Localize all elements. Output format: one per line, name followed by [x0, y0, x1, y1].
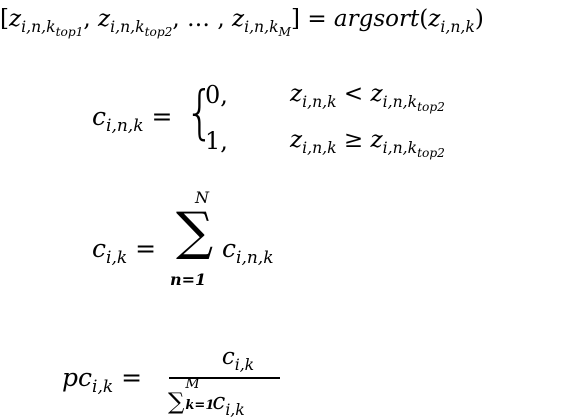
- c-symbol: c: [92, 234, 107, 263]
- argsort-function: argsort: [333, 6, 420, 32]
- summation-sign: ∑: [176, 202, 214, 262]
- equals-sign: =: [113, 363, 143, 392]
- greater-equal-sign: ≥: [336, 127, 371, 153]
- paren-close: ): [474, 6, 484, 32]
- sum-term: ci,n,k: [222, 234, 274, 267]
- z-symbol: z: [8, 6, 22, 32]
- fraction-bar: [169, 377, 280, 379]
- sum-upper-limit: M: [185, 376, 200, 392]
- subscript-index: i,n,k: [110, 16, 145, 36]
- subscript-index: i,k: [92, 377, 114, 398]
- case2-value: 1,: [205, 127, 228, 155]
- subscript: i,n,ktop2: [110, 16, 173, 39]
- subscript-index: i,k: [234, 354, 255, 374]
- c-symbol: c: [92, 102, 107, 131]
- summation-sign: ∑: [168, 389, 185, 415]
- subscript: i,n,kM: [244, 16, 292, 39]
- bracket-close: ]: [291, 6, 301, 32]
- subscript: i,n,ktop2: [382, 137, 445, 160]
- subscript-index: i,n,k: [382, 91, 418, 111]
- subscript-k-top1: top1: [55, 24, 84, 39]
- pc-symbol: pc: [62, 363, 93, 392]
- case1-condition: zi,n,k < zi,n,ktop2: [290, 81, 445, 113]
- z-symbol: z: [290, 81, 303, 107]
- subscript-index: i,n,k: [244, 16, 279, 36]
- case2-condition: zi,n,k ≥ zi,n,ktop2: [290, 127, 445, 159]
- z-symbol: z: [428, 6, 441, 32]
- subscript-index: i,n,k: [236, 248, 274, 269]
- subscript-index: i,n,k: [302, 91, 337, 111]
- bracket-open: [: [0, 6, 9, 32]
- case1-value: 0,: [205, 81, 228, 109]
- z-symbol: z: [290, 127, 303, 153]
- subscript-index: i,n,k: [382, 137, 418, 157]
- z-symbol: z: [98, 6, 111, 32]
- fraction-numerator: ci,k: [200, 344, 276, 373]
- c-symbol: c: [222, 234, 237, 263]
- equation-c-ik-lhs: ci,k =: [92, 234, 157, 267]
- subscript-k-top2: top2: [144, 24, 173, 39]
- subscript: i,n,ktop2: [382, 91, 445, 114]
- subscript-index: i,n,k: [440, 16, 475, 36]
- equals-sign: =: [143, 102, 173, 131]
- sum-lower-limit: n=1: [170, 270, 207, 289]
- z-symbol: z: [370, 127, 383, 153]
- equation-pc-lhs: pci,k =: [62, 363, 143, 396]
- subscript-k-M: M: [278, 24, 292, 39]
- subscript-index: i,k: [106, 248, 128, 269]
- sum-lower-limit: k=1: [185, 398, 215, 413]
- z-symbol: z: [231, 6, 245, 32]
- separator: ,: [83, 6, 98, 32]
- equals-sign: =: [300, 6, 334, 32]
- subscript-index: i,n,k: [302, 137, 337, 157]
- subscript-k-top2: top2: [417, 145, 445, 160]
- c-symbol: c: [212, 389, 226, 415]
- equation-c-ink-lhs: ci,n,k =: [92, 102, 173, 135]
- subscript-index: i,n,k: [106, 116, 144, 137]
- subscript-index: i,k: [225, 399, 245, 419]
- cases-brace: {: [185, 78, 215, 146]
- paren-open: (: [419, 6, 429, 32]
- c-symbol: c: [221, 344, 235, 370]
- ellipsis-separator: , … ,: [172, 6, 232, 32]
- less-than-sign: <: [336, 81, 371, 107]
- equation-argsort: [zi,n,ktop1, zi,n,ktop2, … , zi,n,kM] = …: [0, 6, 484, 38]
- z-symbol: z: [370, 81, 383, 107]
- equals-sign: =: [127, 234, 157, 263]
- subscript-k-top2: top2: [417, 99, 445, 114]
- sum-upper-limit: N: [195, 188, 209, 207]
- subscript-index: i,n,k: [21, 16, 56, 36]
- subscript: i,n,ktop1: [21, 16, 84, 39]
